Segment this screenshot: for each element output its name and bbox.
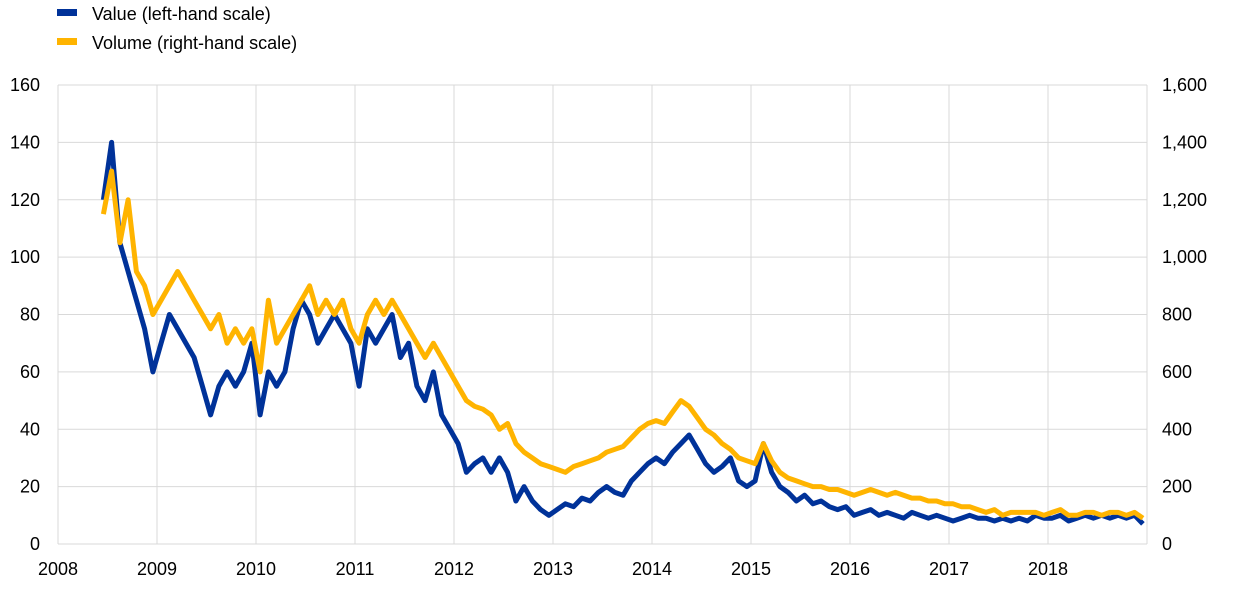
- tick-labels: 0 0 20 200 40 400 60 600 80 800 100 1,000 120 1,200 14…: [10, 75, 1207, 579]
- x-tick-label: 2015: [731, 559, 771, 579]
- y-left-tick-label: 40: [20, 419, 40, 439]
- y-right-tick-label: 1,000: [1162, 247, 1207, 267]
- volume-series-line: [100, 168, 1145, 521]
- y-left-tick-label: 80: [20, 305, 40, 325]
- x-tick-label: 2018: [1028, 559, 1068, 579]
- grid: [57, 84, 1148, 545]
- y-left-tick-label: 60: [20, 362, 40, 382]
- x-tick-label: 2012: [434, 559, 474, 579]
- x-tick-label: 2011: [336, 559, 375, 579]
- y-left-tick-label: 120: [10, 190, 40, 210]
- x-tick-label: 2010: [236, 559, 276, 579]
- legend: Value (left-hand scale) Volume (right-ha…: [57, 4, 297, 53]
- legend-label-value: Value (left-hand scale): [92, 4, 271, 24]
- value-series-line: [100, 139, 1145, 526]
- y-right-tick-label: 0: [1162, 534, 1172, 554]
- legend-swatch-volume: [57, 38, 77, 45]
- x-tick-label: 2014: [632, 559, 672, 579]
- y-left-tick-label: 20: [20, 477, 40, 497]
- y-right-tick-label: 600: [1162, 362, 1192, 382]
- y-right-tick-label: 1,400: [1162, 132, 1207, 152]
- legend-label-volume: Volume (right-hand scale): [92, 33, 297, 53]
- x-tick-label: 2008: [38, 559, 78, 579]
- y-right-tick-label: 800: [1162, 305, 1192, 325]
- series-lines: [100, 139, 1145, 526]
- y-right-tick-label: 1,200: [1162, 190, 1207, 210]
- y-left-tick-label: 140: [10, 132, 40, 152]
- y-right-tick-label: 400: [1162, 419, 1192, 439]
- x-tick-label: 2017: [929, 559, 969, 579]
- y-left-tick-label: 100: [10, 247, 40, 267]
- y-right-tick-label: 1,600: [1162, 75, 1207, 95]
- legend-swatch-value: [57, 9, 77, 16]
- x-tick-label: 2016: [830, 559, 870, 579]
- y-left-tick-label: 0: [30, 534, 40, 554]
- x-tick-label: 2009: [137, 559, 177, 579]
- y-right-tick-label: 200: [1162, 477, 1192, 497]
- x-tick-label: 2013: [533, 559, 573, 579]
- y-left-tick-label: 160: [10, 75, 40, 95]
